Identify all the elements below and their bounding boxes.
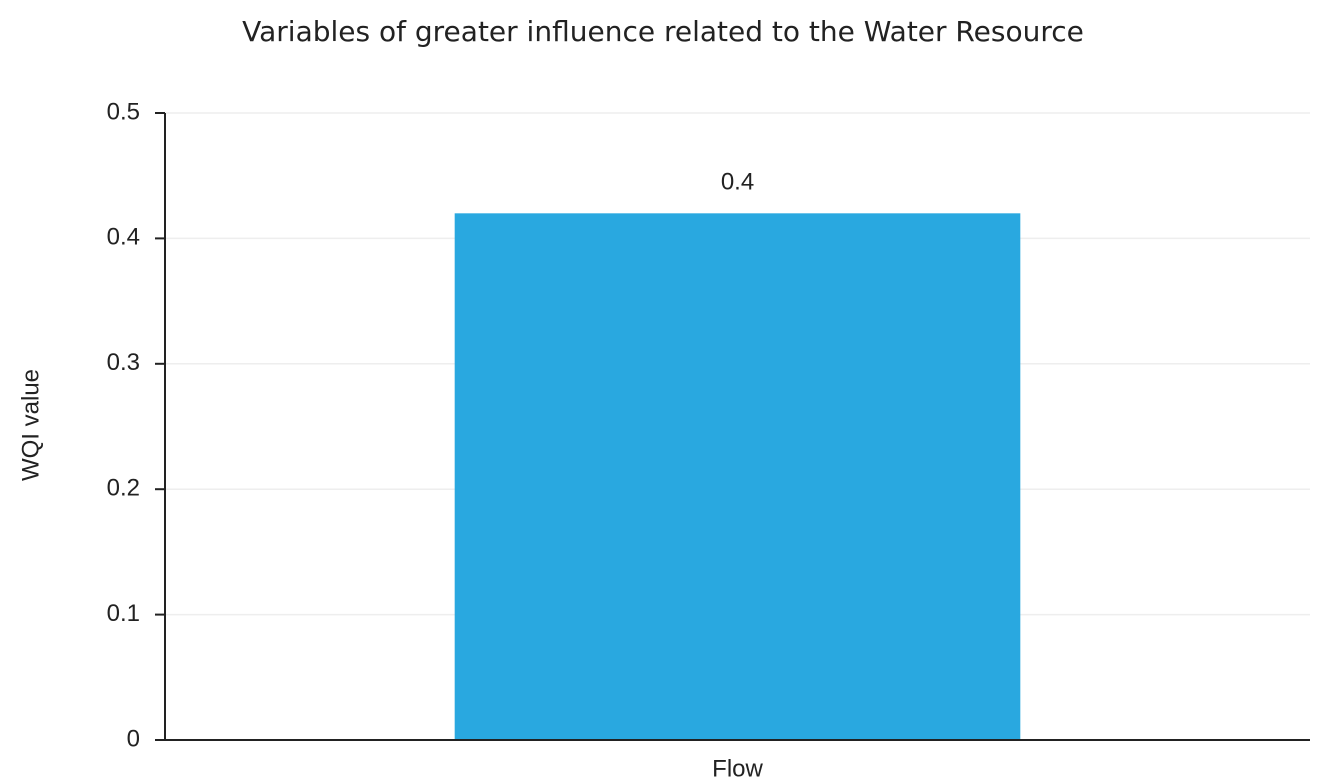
chart-title: Variables of greater influence related t… (242, 15, 1084, 48)
bar (454, 213, 1021, 740)
x-tick-label: Flow (712, 755, 763, 782)
y-tick-label: 0.1 (107, 600, 140, 627)
y-tick-label: 0.2 (107, 475, 140, 502)
y-tick-label: 0 (127, 725, 140, 752)
y-axis-label: WQI value (17, 369, 44, 481)
y-tick-label: 0.3 (107, 349, 140, 376)
data-label: 0.4 (721, 169, 754, 196)
y-tick-label: 0.5 (107, 98, 140, 125)
y-tick-label: 0.4 (107, 224, 140, 251)
